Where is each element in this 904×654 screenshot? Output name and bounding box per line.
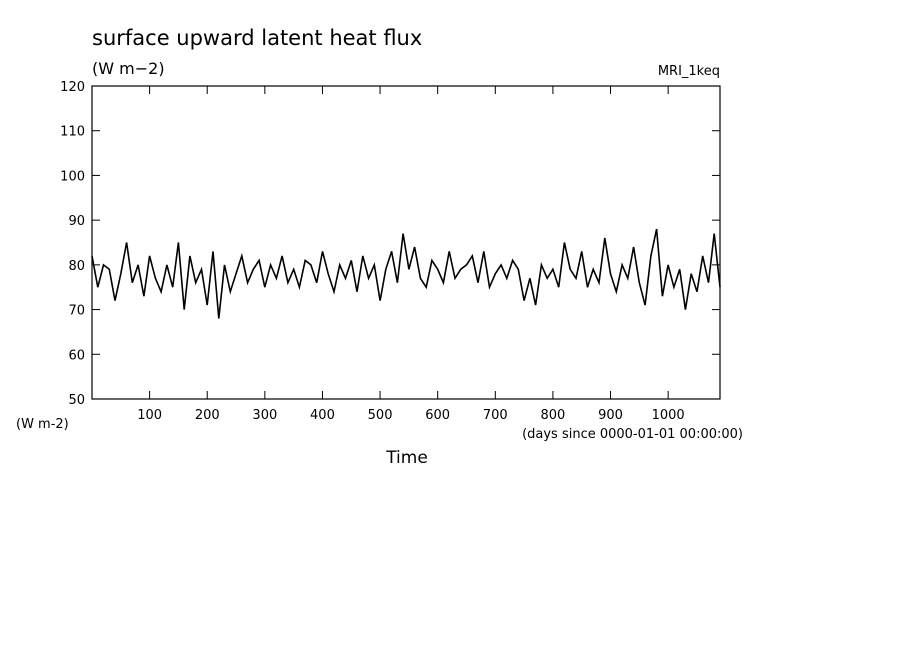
y-unit: (W m-2) <box>16 417 69 432</box>
x-tick-label: 100 <box>137 408 162 423</box>
data-line <box>91 228 721 319</box>
x-tick-label: 300 <box>252 408 277 423</box>
y-tick-label: 80 <box>68 259 85 274</box>
x-tick-label: 500 <box>368 408 393 423</box>
subtitle: (W m−2) <box>92 59 165 78</box>
plot-frame <box>91 85 721 400</box>
y-tick-label: 90 <box>68 214 85 229</box>
x-tick-label: 1000 <box>652 408 685 423</box>
y-tick-label: 110 <box>60 125 85 140</box>
x-tick-label: 900 <box>598 408 623 423</box>
x-tick-label: 600 <box>425 408 450 423</box>
y-tick-label: 120 <box>60 80 85 95</box>
y-tick-label: 50 <box>68 393 85 408</box>
x-tick-label: 200 <box>195 408 220 423</box>
y-tick-label: 60 <box>68 348 85 363</box>
x-unit: (days since 0000-01-01 00:00:00) <box>522 427 743 442</box>
x-tick-label: 400 <box>310 408 335 423</box>
y-tick-label: 100 <box>60 169 85 184</box>
x-axis-label: Time <box>385 448 428 468</box>
annotation: MRI_1keq <box>658 64 720 79</box>
x-tick-label: 700 <box>483 408 508 423</box>
y-tick-label: 70 <box>68 304 85 319</box>
x-tick-label: 800 <box>541 408 566 423</box>
chart-title: surface upward latent heat flux <box>92 26 422 50</box>
